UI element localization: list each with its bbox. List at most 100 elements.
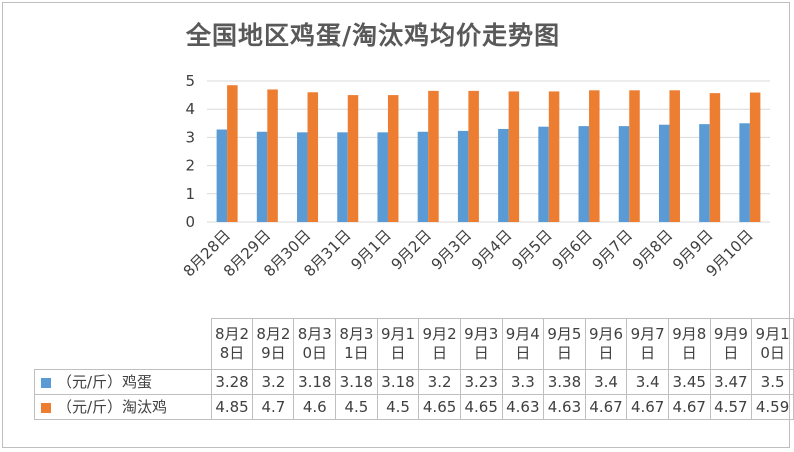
table-value-cell: 4.65: [418, 394, 461, 420]
bar: [256, 131, 268, 222]
table-header-cell: 8月28日: [210, 318, 254, 370]
table-value-cell: 3.2: [252, 369, 295, 395]
bar: [297, 132, 308, 222]
table-value-cell: 3.18: [335, 369, 378, 395]
bar: [749, 92, 761, 222]
table-value-cell: 4.57: [709, 394, 753, 420]
y-tick-label: 2: [185, 157, 195, 175]
table-header-cell: 9月2日: [418, 318, 461, 370]
bar: [508, 91, 520, 223]
x-tick-label: 9月5日: [508, 226, 555, 273]
bar: [216, 129, 228, 222]
data-table: 8月28日 8月29日 8月30日 8月31日 9月1日 9月2日 9月3日 9月4日 9月5日…: [34, 318, 794, 420]
bar: [377, 132, 388, 222]
table-corner: [34, 318, 212, 370]
legend-swatch: [41, 402, 51, 413]
table-value-cell: 4.59: [751, 394, 794, 420]
bar: [589, 90, 600, 222]
table-value-cell: 4.67: [626, 394, 669, 420]
table-header-cell: 9月1日: [376, 318, 420, 370]
table-value-cell: 4.65: [459, 394, 503, 420]
bar: [578, 126, 590, 222]
table-value-cell: 3.5: [751, 369, 794, 395]
chart-frame: [2, 2, 790, 448]
table-value-cell: 3.23: [459, 369, 503, 395]
y-tick-label: 1: [185, 185, 195, 203]
series-name: （元/斤）淘汰鸡: [57, 397, 168, 416]
y-tick-label: 5: [185, 72, 195, 90]
table-header-cell: 9月8日: [667, 318, 711, 370]
x-tick-label: 9月3日: [428, 226, 475, 273]
table-header-cell: 9月5日: [543, 318, 586, 370]
bars: [216, 85, 761, 223]
bar: [618, 126, 630, 222]
table-value-cell: 4.7: [252, 394, 295, 420]
table-header-cell: 9月4日: [501, 318, 545, 370]
series-legend-cell: （元/斤）淘汰鸡: [34, 394, 212, 420]
chart-title: 全国地区鸡蛋/淘汰鸡均价走势图: [186, 21, 561, 50]
y-tick-label: 0: [185, 213, 195, 231]
table-value-cell: 4.6: [293, 394, 337, 420]
bar: [538, 126, 549, 222]
y-axis-ticks: 0 1 2 3 4 5: [185, 72, 195, 231]
table-value-cell: 4.67: [667, 394, 711, 420]
table-header-cell: 9月10日: [751, 318, 794, 370]
table-value-cell: 4.5: [376, 394, 420, 420]
bar: [387, 95, 399, 222]
series-name: （元/斤）鸡蛋: [57, 372, 153, 391]
bar: [629, 90, 640, 222]
table-value-cell: 3.4: [584, 369, 628, 395]
bar: [337, 132, 348, 222]
table-header-cell: 8月29日: [252, 318, 295, 370]
x-axis-ticks: 8月28日8月29日8月30日8月31日9月1日9月2日9月3日9月4日9月5日…: [180, 226, 757, 280]
bar: [669, 90, 680, 222]
table-value-cell: 3.45: [667, 369, 711, 395]
table-row: （元/斤）淘汰鸡 4.85 4.7 4.6 4.5 4.5 4.65 4.65 4.63 4.63…: [34, 394, 794, 420]
table-value-cell: 4.5: [335, 394, 378, 420]
bar: [347, 95, 359, 222]
table-header-cell: 9月7日: [626, 318, 669, 370]
table-value-cell: 3.18: [376, 369, 420, 395]
bar: [739, 123, 750, 222]
table-header-cell: 8月31日: [335, 318, 378, 370]
bar: [307, 92, 319, 222]
table-row: （元/斤）鸡蛋 3.28 3.2 3.18 3.18 3.18 3.2 3.23 3.3 3.38…: [34, 369, 794, 395]
bar: [658, 124, 670, 222]
bar: [468, 90, 479, 223]
bar: [417, 131, 429, 222]
table-value-cell: 4.85: [210, 394, 254, 420]
bar: [267, 89, 278, 223]
bar: [457, 130, 469, 222]
table-header-cell: 9月6日: [584, 318, 628, 370]
bar: [498, 128, 509, 222]
legend-swatch: [41, 377, 51, 388]
bar: [709, 93, 721, 222]
table-value-cell: 4.63: [543, 394, 586, 420]
table-header-cell: 9月9日: [709, 318, 753, 370]
series-legend-cell: （元/斤）鸡蛋: [34, 369, 212, 395]
x-tick-label: 9月8日: [629, 226, 676, 273]
table-header-cell: 8月30日: [293, 318, 337, 370]
bar: [428, 90, 439, 223]
y-tick-label: 3: [185, 128, 195, 146]
table-value-cell: 3.4: [626, 369, 669, 395]
table-value-cell: 3.28: [210, 369, 254, 395]
x-tick-label: 9月6日: [548, 226, 595, 273]
x-tick-label: 9月1日: [347, 226, 394, 273]
table-header-cell: 9月3日: [459, 318, 503, 370]
x-tick-label: 9月2日: [388, 226, 435, 273]
table-value-cell: 3.47: [709, 369, 753, 395]
table-value-cell: 3.2: [418, 369, 461, 395]
table-value-cell: 4.67: [584, 394, 628, 420]
bar: [548, 91, 560, 223]
x-tick-label: 9月4日: [468, 226, 515, 273]
table-value-cell: 3.3: [501, 369, 545, 395]
x-tick-label: 9月7日: [589, 226, 636, 273]
grid-lines: [207, 80, 770, 223]
table-value-cell: 3.18: [293, 369, 337, 395]
bar: [699, 124, 710, 222]
table-value-cell: 4.63: [501, 394, 545, 420]
bar: [227, 85, 238, 222]
table-value-cell: 3.38: [543, 369, 586, 395]
